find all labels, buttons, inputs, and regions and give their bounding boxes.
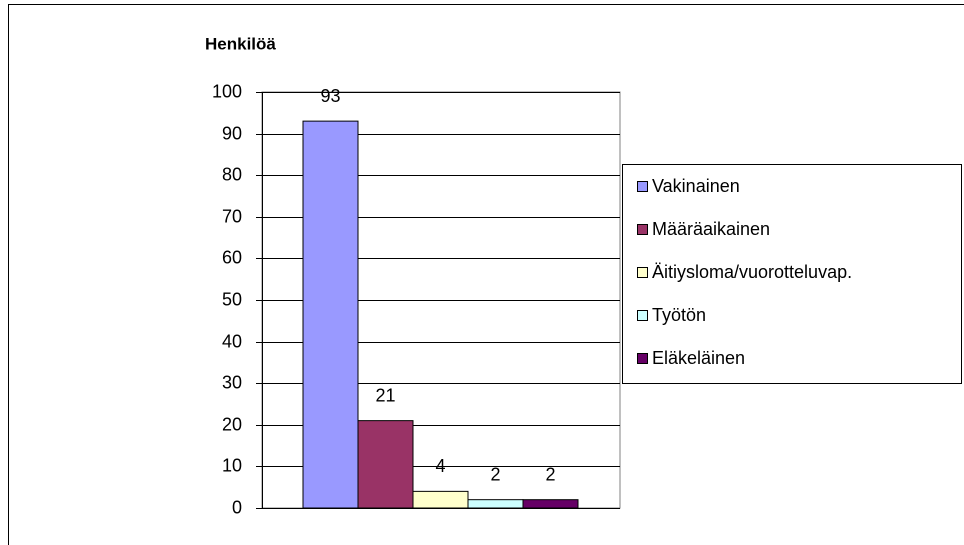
legend-label: Määräaikainen — [652, 219, 770, 239]
data-label: 21 — [375, 385, 395, 405]
y-tick-label: 80 — [222, 164, 242, 184]
legend-label: Eläkeläinen — [652, 348, 745, 368]
legend-swatch — [637, 353, 648, 364]
y-tick-label: 60 — [222, 247, 242, 267]
legend-label: Vakinainen — [652, 176, 740, 196]
y-tick-label: 10 — [222, 455, 242, 475]
legend-label: Työtön — [652, 305, 706, 325]
bar — [522, 499, 579, 509]
y-tick-label: 50 — [222, 289, 242, 309]
legend-box — [622, 164, 962, 384]
y-tick-label: 70 — [222, 206, 242, 226]
bar — [412, 490, 469, 509]
y-tick-label: 30 — [222, 372, 242, 392]
data-label: 4 — [435, 456, 445, 476]
y-tick-label: 90 — [222, 123, 242, 143]
bar — [357, 420, 414, 509]
bar — [467, 499, 524, 509]
y-tick-label: 40 — [222, 331, 242, 351]
legend-swatch — [637, 224, 648, 235]
y-tick-label: 0 — [232, 497, 242, 517]
y-axis-title: Henkilöä — [205, 34, 276, 53]
data-label: 2 — [545, 464, 555, 484]
legend-swatch — [637, 181, 648, 192]
legend-swatch — [637, 267, 648, 278]
y-tick-label: 20 — [222, 414, 242, 434]
legend-swatch — [637, 310, 648, 321]
data-label: 2 — [490, 464, 500, 484]
bar — [302, 120, 359, 509]
data-label: 93 — [320, 86, 340, 106]
y-tick-label: 100 — [212, 81, 242, 101]
legend-label: Äitiysloma/vuorotteluvap. — [652, 262, 852, 282]
